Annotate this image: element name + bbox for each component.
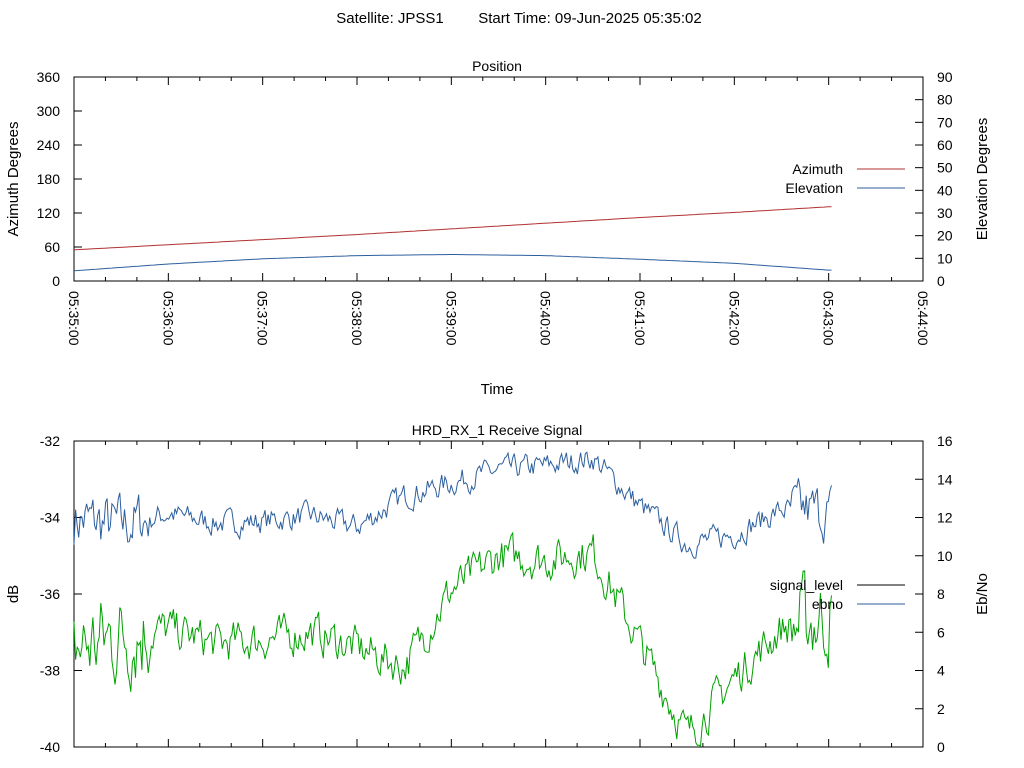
position-y2tick-label: 50 <box>937 160 953 176</box>
position-xtick-label: 05:42:00 <box>726 291 742 346</box>
position-legend-label: Azimuth <box>792 161 843 177</box>
signal-y2tick-label: 4 <box>937 663 945 679</box>
position-title: Position <box>472 58 522 74</box>
position-y2tick-label: 40 <box>937 182 953 198</box>
signal-plot-frame <box>73 440 924 748</box>
signal-series <box>73 451 832 748</box>
position-chart: Position Azimuth Degrees Elevation Degre… <box>5 58 991 398</box>
position-xtick-label: 05:44:00 <box>915 291 931 346</box>
position-xtick-label: 05:39:00 <box>443 291 459 346</box>
position-series <box>73 206 832 272</box>
signal-ytick-label: -38 <box>40 663 60 679</box>
signal-y2tick-label: 6 <box>937 624 945 640</box>
position-series-elevation-line <box>73 254 832 272</box>
position-xtick-label: 05:43:00 <box>821 291 837 346</box>
position-axes: 0 60 120 180 240 300 360 0 10 20 30 40 50 60 70 80 90 05:… <box>37 69 953 346</box>
signal-axes: -40 -38 -36 -34 -32 0 2 4 6 8 10 12 14 16 <box>40 433 953 755</box>
signal-y2tick-label: 8 <box>937 586 945 602</box>
position-xtick-label: 05:37:00 <box>255 291 271 346</box>
signal-y2tick-label: 12 <box>937 510 953 526</box>
position-y2tick-label: 10 <box>937 250 953 266</box>
position-y2tick-label: 60 <box>937 137 953 153</box>
signal-ytick-label: -34 <box>40 510 60 526</box>
signal-ytick-label: -40 <box>40 739 60 755</box>
position-y2tick-label: 80 <box>937 92 953 108</box>
position-legend: Azimuth Elevation <box>785 161 905 196</box>
position-ytick-label: 360 <box>37 69 61 85</box>
position-y2tick-label: 20 <box>937 228 953 244</box>
position-ytick-label: 180 <box>37 171 61 187</box>
position-y2tick-label: 30 <box>937 205 953 221</box>
signal-ytick-label: -32 <box>40 433 60 449</box>
position-ytick-label: 240 <box>37 137 61 153</box>
position-ylabel: Azimuth Degrees <box>5 121 22 236</box>
position-ytick-label: 60 <box>44 239 60 255</box>
signal-ylabel: dB <box>5 585 22 603</box>
position-xtick-label: 05:36:00 <box>160 291 176 346</box>
position-legend-label: Elevation <box>785 180 843 196</box>
position-xtick-label: 05:35:00 <box>66 291 82 346</box>
position-y2tick-label: 90 <box>937 69 953 85</box>
signal-y2tick-label: 0 <box>937 739 945 755</box>
signal-y2tick-label: 2 <box>937 701 945 717</box>
signal-ytick-label: -36 <box>40 586 60 602</box>
signal-y2tick-label: 16 <box>937 433 953 449</box>
position-y2tick-label: 0 <box>937 273 945 289</box>
position-ytick-label: 300 <box>37 103 61 119</box>
position-xlabel: Time <box>481 381 514 398</box>
position-ytick-label: 0 <box>52 273 60 289</box>
signal-title: HRD_RX_1 Receive Signal <box>412 422 582 438</box>
position-y2label: Elevation Degrees <box>974 118 991 241</box>
signal-legend-label: ebno <box>812 596 843 612</box>
signal-y2tick-label: 14 <box>937 471 953 487</box>
signal-legend-label: signal_level <box>770 577 843 593</box>
satellite-label: Satellite: JPSS1 <box>336 10 444 27</box>
signal-chart: HRD_RX_1 Receive Signal dB Eb/No -40-38-… <box>5 422 991 755</box>
start-time-label: Start Time: 09-Jun-2025 05:35:02 <box>478 10 701 27</box>
signal-series-ebno-line <box>73 451 832 559</box>
position-xtick-label: 05:40:00 <box>538 291 554 346</box>
position-ytick-label: 120 <box>37 205 61 221</box>
signal-y2label: Eb/No <box>974 573 991 615</box>
position-xtick-label: 05:38:00 <box>349 291 365 346</box>
position-xtick-label: 05:41:00 <box>632 291 648 346</box>
position-series-azimuth-line <box>73 206 832 251</box>
signal-series-signal-level-line <box>73 531 832 748</box>
position-y2tick-label: 70 <box>937 114 953 130</box>
signal-y2tick-label: 10 <box>937 548 953 564</box>
position-plot-frame <box>73 76 924 282</box>
